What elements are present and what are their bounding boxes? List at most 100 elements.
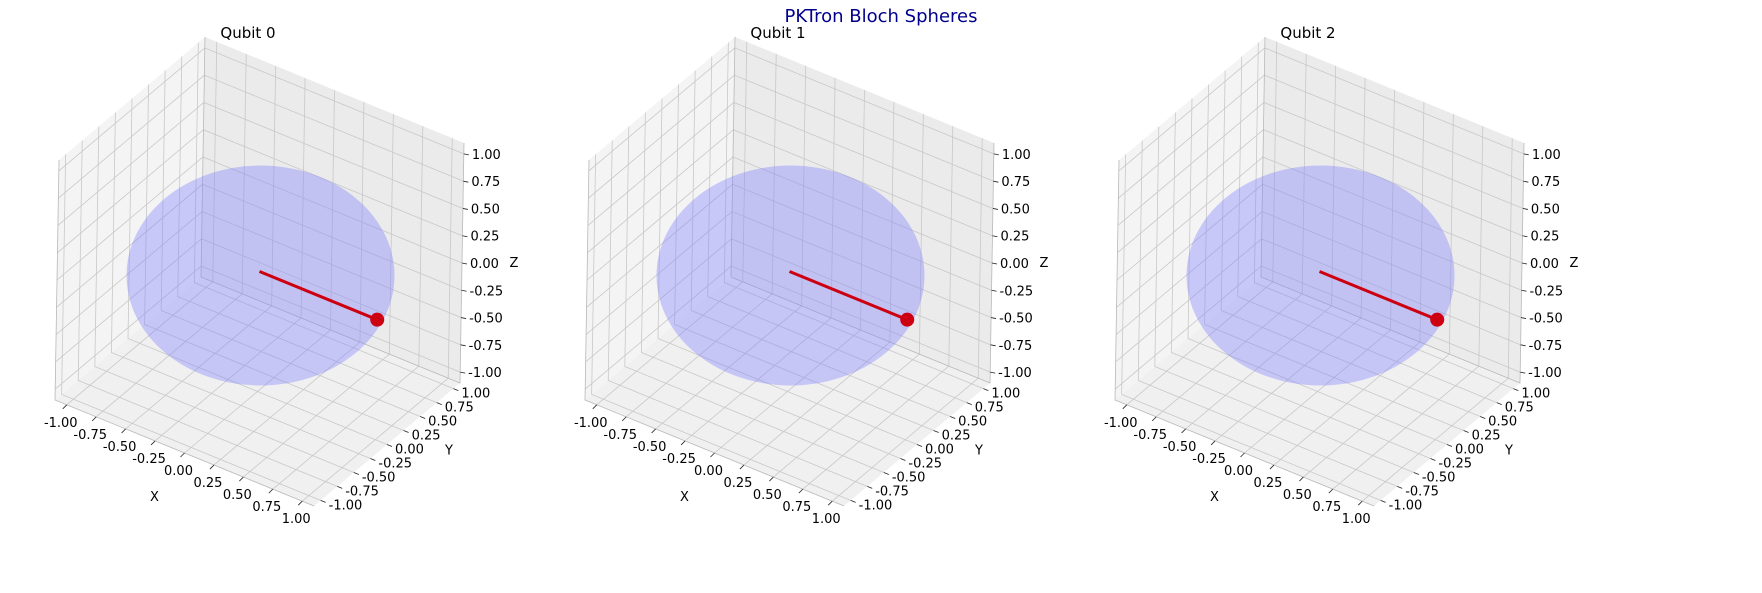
y-tick-mark (1496, 402, 1502, 405)
grid-line-y (127, 98, 388, 445)
y-tick-mark (950, 416, 956, 419)
grid-line-y (1253, 42, 1514, 389)
z-tick-label: -1.00 (998, 366, 1032, 381)
grid-line-y (61, 154, 321, 501)
z-tick-label: 0.00 (470, 257, 499, 272)
subplot-qubit-2: -1.00-0.75-0.50-0.250.000.250.500.751.00… (1104, 24, 1579, 527)
z-tick-mark (460, 344, 466, 347)
y-tick-mark (966, 402, 972, 405)
z-tick-mark (1523, 153, 1529, 156)
z-tick-mark (1523, 180, 1529, 183)
z-tick-mark (992, 235, 998, 238)
grid-line-y (1121, 154, 1381, 501)
grid-line-y (1220, 70, 1481, 417)
grid-line-y (641, 112, 901, 459)
x-tick-label: 0.75 (252, 500, 281, 515)
x-tick-label: -1.00 (1104, 416, 1138, 431)
z-tick-mark (1520, 371, 1526, 374)
z-tick-mark (461, 262, 468, 265)
grid-line-y (591, 154, 851, 501)
z-tick-label: 0.50 (471, 202, 500, 217)
grid-line-y (707, 56, 967, 403)
y-tick-label: -0.75 (875, 484, 909, 499)
z-tick-mark (992, 208, 998, 210)
grid-line-y (607, 140, 868, 487)
z-tick-mark (993, 180, 999, 183)
z-tick-mark (990, 344, 996, 347)
grid-line-y (674, 84, 934, 431)
y-tick-label: -0.50 (892, 470, 926, 485)
x-tick-mark (1299, 476, 1304, 482)
y-tick-label: 0.00 (1455, 443, 1484, 458)
subplot-title: Qubit 0 (220, 24, 275, 42)
bloch-vector-point (370, 312, 385, 327)
pane-edge (54, 159, 315, 507)
z-tick-label: -0.25 (470, 284, 504, 299)
z-tick-mark (461, 289, 467, 292)
x-tick-label: 0.75 (1312, 500, 1341, 515)
y-tick-label: 0.00 (925, 443, 954, 458)
x-tick-mark (827, 500, 833, 506)
x-tick-mark (621, 416, 627, 422)
z-tick-mark (463, 180, 469, 183)
z-tick-label: 0.50 (1001, 202, 1030, 217)
x-tick-mark (1151, 416, 1157, 422)
x-axis-label: X (150, 490, 159, 505)
bloch-vector-line (258, 270, 378, 322)
y-tick-mark (1397, 486, 1403, 489)
x-tick-mark (268, 488, 274, 494)
y-tick-label: 0.50 (1488, 415, 1517, 430)
x-tick-mark (121, 428, 126, 434)
x-tick-label: -0.25 (132, 452, 166, 467)
y-tick-label: -1.00 (859, 498, 893, 513)
x-tick-label: 1.00 (812, 512, 841, 527)
x-tick-label: 0.00 (1224, 464, 1253, 479)
y-tick-label: 1.00 (461, 387, 490, 402)
z-tick-mark (1520, 344, 1526, 347)
x-tick-label: -0.50 (1163, 440, 1197, 455)
z-tick-mark (991, 289, 997, 292)
y-tick-label: -0.75 (1405, 484, 1439, 499)
x-tick-mark (209, 464, 215, 470)
y-axis-label: Y (974, 444, 983, 459)
x-tick-mark (91, 416, 97, 422)
z-tick-mark (1521, 289, 1527, 292)
z-tick-mark (990, 371, 996, 374)
x-axis-label: X (680, 490, 689, 505)
subplot-title: Qubit 1 (750, 24, 805, 42)
y-tick-mark (436, 402, 442, 405)
z-tick-mark (463, 153, 469, 156)
z-tick-label: -0.50 (1529, 312, 1563, 327)
z-axis-label: Z (1570, 256, 1579, 271)
y-tick-label: 0.25 (942, 429, 971, 444)
y-tick-mark (403, 430, 409, 433)
grid-line-y (1154, 126, 1414, 473)
x-tick-label: 0.50 (223, 488, 252, 503)
x-tick-mark (239, 476, 244, 482)
z-tick-label: 0.75 (1531, 175, 1560, 190)
x-tick-label: 0.25 (1253, 476, 1282, 491)
subplot-qubit-1: -1.00-0.75-0.50-0.250.000.250.500.751.00… (574, 24, 1049, 527)
z-tick-mark (1521, 317, 1527, 319)
y-tick-label: -0.50 (1422, 470, 1456, 485)
y-tick-label: 0.25 (412, 429, 441, 444)
subplot-qubit-0: -1.00-0.75-0.50-0.250.000.250.500.751.00… (44, 24, 519, 527)
y-tick-mark (353, 472, 359, 475)
z-tick-mark (462, 208, 468, 210)
grid-line-y (1187, 98, 1448, 445)
x-tick-mark (1181, 428, 1186, 434)
z-tick-label: 1.00 (1532, 148, 1561, 163)
z-tick-label: -1.00 (1528, 366, 1562, 381)
y-tick-mark (1480, 416, 1486, 419)
bloch-sphere-surface (126, 165, 395, 386)
x-tick-label: -0.25 (662, 452, 696, 467)
x-tick-mark (592, 404, 598, 410)
z-axis-label: Z (1040, 256, 1049, 271)
y-tick-label: -0.50 (362, 470, 396, 485)
y-tick-mark (337, 486, 343, 489)
x-tick-label: 0.75 (782, 500, 811, 515)
z-axis-label: Z (510, 256, 519, 271)
y-tick-label: 0.00 (395, 443, 424, 458)
y-tick-mark (420, 416, 426, 419)
